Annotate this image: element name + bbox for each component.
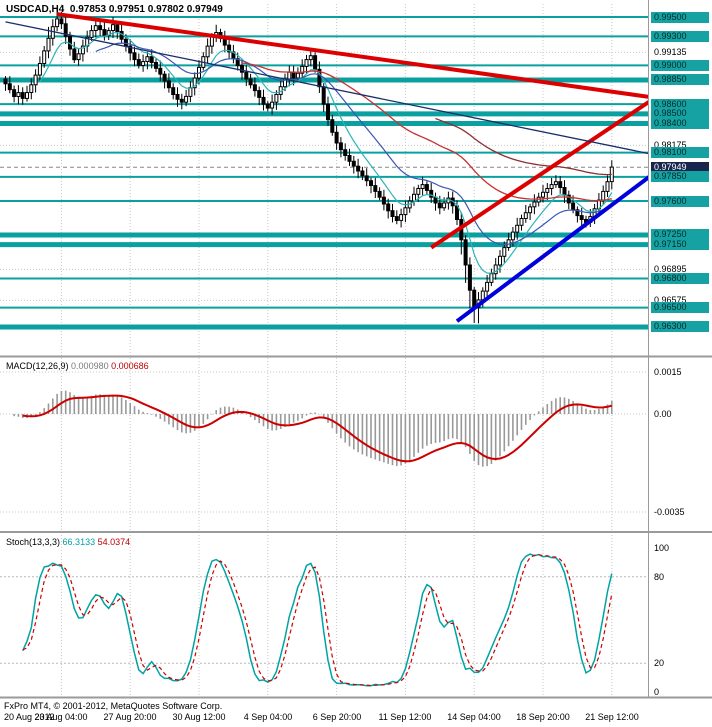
price-scale-label: 0.96300	[651, 321, 709, 332]
price-scale-label: 0.97850	[651, 171, 709, 182]
macd-scale-label: 0.0015	[654, 367, 682, 377]
time-axis-label: 20 Aug 2012	[4, 712, 55, 722]
macd-name: MACD(12,26,9)	[6, 361, 69, 371]
stoch-scale-label: 0	[654, 687, 660, 697]
stoch-scale-label: 100	[654, 543, 670, 553]
stoch-name: Stoch(13,3,3)	[6, 537, 61, 547]
stoch-scale-label: 80	[654, 572, 665, 582]
price-scale-label: 0.98400	[651, 118, 709, 129]
price-scale-label: 0.98100	[651, 147, 709, 158]
time-axis-label: 14 Sep 04:00	[447, 712, 501, 722]
time-axis-label: 11 Sep 12:00	[378, 712, 432, 722]
time-axis-label: 21 Sep 12:00	[585, 712, 639, 722]
price-scale-label: 0.97600	[651, 196, 709, 207]
time-axis-label: 6 Sep 20:00	[312, 712, 362, 722]
price-scale-label: 0.96895	[654, 264, 687, 274]
price-scale-label: 0.98600	[651, 99, 709, 110]
macd-scale-label: 0.00	[654, 409, 672, 419]
price-scale-label: 0.98850	[651, 74, 709, 85]
stoch-value-signal: 54.0374	[97, 537, 131, 547]
macd-value-main: 0.000980	[71, 361, 109, 371]
price-scale-label: 0.96800	[651, 273, 709, 284]
price-scale-label: 0.99300	[651, 31, 709, 42]
stoch-scale-label: 20	[654, 658, 665, 668]
ohlc-close: 0.97949	[186, 4, 223, 15]
current-price-label: 0.97949	[651, 162, 709, 173]
time-axis-label: 23 Aug 04:00	[34, 712, 88, 722]
time-axis-label: 27 Aug 20:00	[103, 712, 157, 722]
price-scale-label: 0.99000	[651, 60, 709, 71]
price-scale-label: 0.96500	[651, 302, 709, 313]
macd-value-signal: 0.000686	[111, 361, 149, 371]
macd-label: MACD(12,26,9) 0.000980 0.000686	[6, 361, 149, 371]
macd-scale-label: -0.0035	[654, 507, 685, 517]
ohlc-high: 0.97951	[108, 4, 145, 15]
time-axis-label: 30 Aug 12:00	[172, 712, 226, 722]
stoch-label: Stoch(13,3,3) 66.3133 54.0374	[6, 537, 130, 547]
price-scale-label: 0.96575	[654, 295, 687, 305]
symbol-timeframe: USDCAD,H4	[6, 4, 65, 15]
price-scale-label: 0.98500	[651, 108, 709, 119]
ohlc-open: 0.97853	[69, 4, 107, 15]
ohlc-low: 0.97802	[147, 4, 184, 15]
time-axis-label: 18 Sep 20:00	[516, 712, 570, 722]
stoch-value-main: 66.3133	[62, 537, 96, 547]
platform-copyright: FxPro MT4, © 2001-2012, MetaQuotes Softw…	[4, 701, 223, 711]
time-axis-label: 4 Sep 04:00	[243, 712, 293, 722]
price-scale-label: 0.99500	[651, 12, 709, 23]
price-scale-label: 0.98175	[654, 140, 687, 150]
price-scale-label: 0.99135	[654, 47, 687, 57]
chart-title: USDCAD,H4 0.97853 0.97951 0.97802 0.9794…	[6, 4, 223, 15]
price-scale-label: 0.97250	[651, 229, 709, 240]
price-scale-label: 0.97150	[651, 239, 709, 250]
